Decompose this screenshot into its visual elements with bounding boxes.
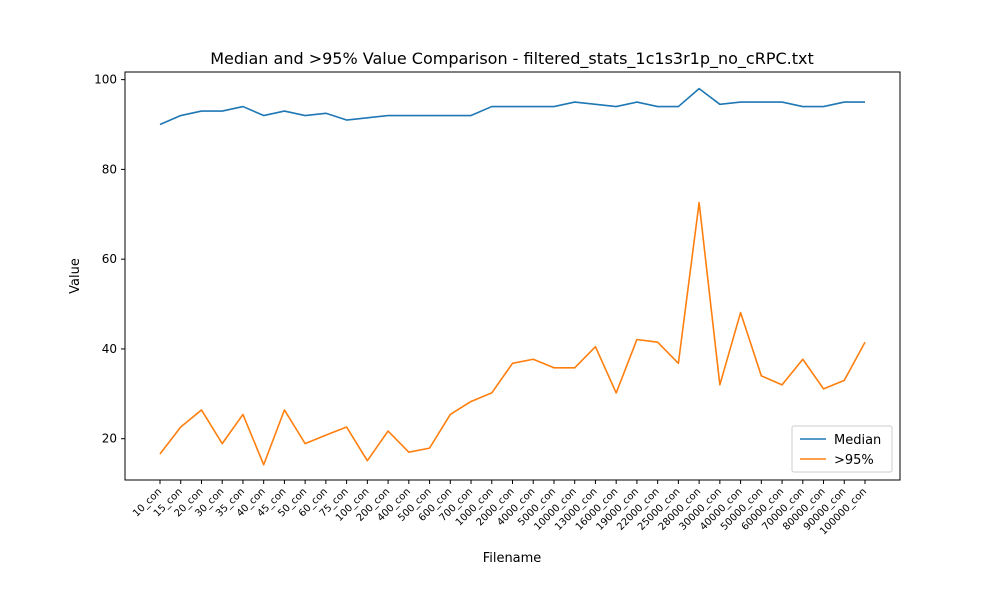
- series-lines: [159, 87, 866, 466]
- y-axis: 20 40 60 80 100: [94, 73, 125, 446]
- series-line-p95: [159, 201, 866, 466]
- series-line-median: [159, 87, 865, 126]
- chart-title: Median and >95% Value Comparison - filte…: [210, 49, 814, 69]
- plot-area-frame: [124, 71, 901, 481]
- legend: Median >95%: [791, 425, 893, 473]
- y-tick-label: 40: [102, 342, 117, 356]
- legend-label: Median: [834, 433, 881, 448]
- y-tick-label: 20: [102, 432, 117, 446]
- y-tick-label: 100: [94, 73, 117, 87]
- legend-box: [791, 425, 893, 473]
- y-tick-label: 80: [102, 162, 117, 176]
- x-axis-label: Filename: [483, 551, 542, 566]
- x-axis: 10_con15_con20_con30_con35_con40_con45_c…: [131, 480, 869, 537]
- legend-label: >95%: [834, 453, 874, 468]
- y-axis-label: Value: [68, 258, 83, 294]
- y-tick-label: 60: [102, 252, 117, 266]
